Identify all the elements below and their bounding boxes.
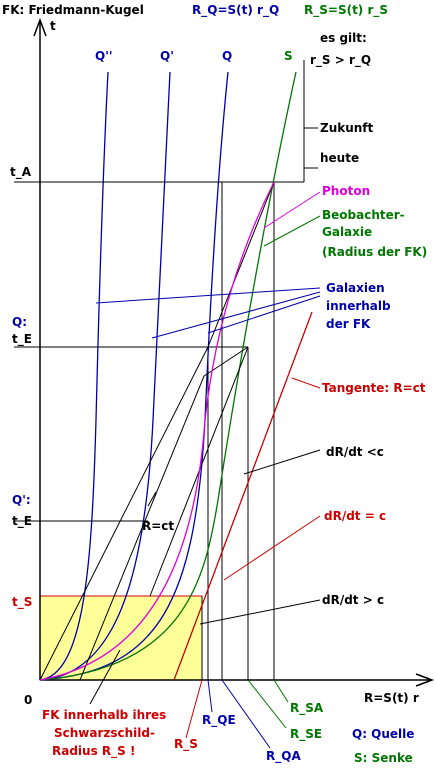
label-beobachter-2: Galaxie: [322, 225, 372, 239]
light-path-1: [39, 346, 209, 681]
label-r-ct: R=ct: [142, 519, 174, 533]
label-r-se: R_SE: [290, 727, 322, 742]
label-r-qe: R_QE: [202, 713, 236, 728]
light-path-3: [79, 375, 205, 681]
label-t-e2: t_E: [12, 514, 32, 529]
label-drdt-lt: dR/dt <c: [326, 445, 384, 459]
label-q-colon: Q:: [12, 315, 27, 329]
label-q1-colon: Q':: [12, 493, 31, 507]
label-tangente: Tangente: R=ct: [322, 381, 426, 395]
ptr-drdt-lt: [243, 449, 321, 475]
label-r-axis: R=S(t) r: [364, 691, 419, 705]
diagram-title: FK: Friedmann-Kugel: [2, 3, 144, 17]
leader-rs: [185, 679, 203, 739]
r-axis-arrow: [415, 673, 435, 687]
worldline-q: [39, 71, 229, 681]
label-fk-3: Radius R_S !: [52, 744, 135, 759]
label-q1: Q': [160, 49, 174, 63]
label-photon: Photon: [322, 184, 370, 198]
label-beobachter-1: Beobachter-: [322, 208, 405, 222]
es-gilt-label: es gilt:: [320, 31, 367, 45]
label-q: Q: [222, 49, 232, 63]
legend-senke: S: Senke: [354, 751, 413, 765]
t-axis-label: t: [50, 19, 56, 33]
tangent-line: [173, 311, 313, 681]
ptr-galaxien-2: [151, 291, 321, 339]
label-q2: Q'': [95, 49, 113, 63]
formula-rs: R_S=S(t) r_S: [304, 3, 388, 18]
ptr-drdt-eq: [223, 515, 321, 581]
label-fk-1: FK innerhalb ihres: [42, 708, 166, 722]
leader-qa: [221, 679, 271, 749]
ptr-drdt-gt: [199, 599, 321, 625]
label-drdt-eq: dR/dt = c: [324, 509, 386, 523]
t-axis-arrow: [33, 17, 47, 37]
label-t-e: t_E: [12, 332, 32, 347]
label-galaxien-1: Galaxien: [326, 281, 385, 295]
label-origin: 0: [24, 693, 32, 707]
inequality-label: r_S > r_Q: [310, 53, 371, 68]
ptr-galaxien-3: [207, 295, 321, 334]
ptr-galaxien-1: [95, 287, 321, 304]
label-galaxien-2: innerhalb: [326, 299, 391, 313]
label-galaxien-3: der FK: [326, 317, 371, 331]
ptr-tangente: [291, 377, 321, 389]
label-r-sa: R_SA: [290, 701, 324, 716]
ptr-photon: [263, 191, 321, 229]
ptr-fk: [89, 649, 121, 705]
label-heute: heute: [320, 151, 359, 165]
label-drdt-gt: dR/dt > c: [322, 593, 384, 607]
light-path-4: [203, 346, 249, 377]
label-t-a: t_A: [10, 165, 32, 180]
legend-quelle: Q: Quelle: [352, 727, 414, 741]
worldline-q2: [39, 71, 109, 681]
formula-rq: R_Q=S(t) r_Q: [192, 3, 279, 18]
heute-leader: [303, 167, 318, 182]
leader-qe: [207, 679, 213, 713]
worldline-s: [39, 71, 297, 681]
leader-se: [247, 679, 287, 729]
ptr-r-ct: [147, 491, 157, 507]
label-t-s: t_S: [12, 595, 32, 610]
label-zukunft: Zukunft: [320, 121, 374, 135]
worldline-q1: [39, 71, 171, 681]
label-r-qa: R_QA: [266, 749, 301, 764]
photon-path: [39, 181, 275, 681]
label-fk-2: Schwarzschild-: [54, 726, 155, 740]
label-s: S: [284, 49, 293, 63]
label-r-s: R_S: [174, 737, 198, 752]
label-beobachter-3: (Radius der FK): [322, 245, 427, 259]
leader-sa: [273, 679, 289, 703]
ptr-beobachter: [263, 215, 321, 247]
